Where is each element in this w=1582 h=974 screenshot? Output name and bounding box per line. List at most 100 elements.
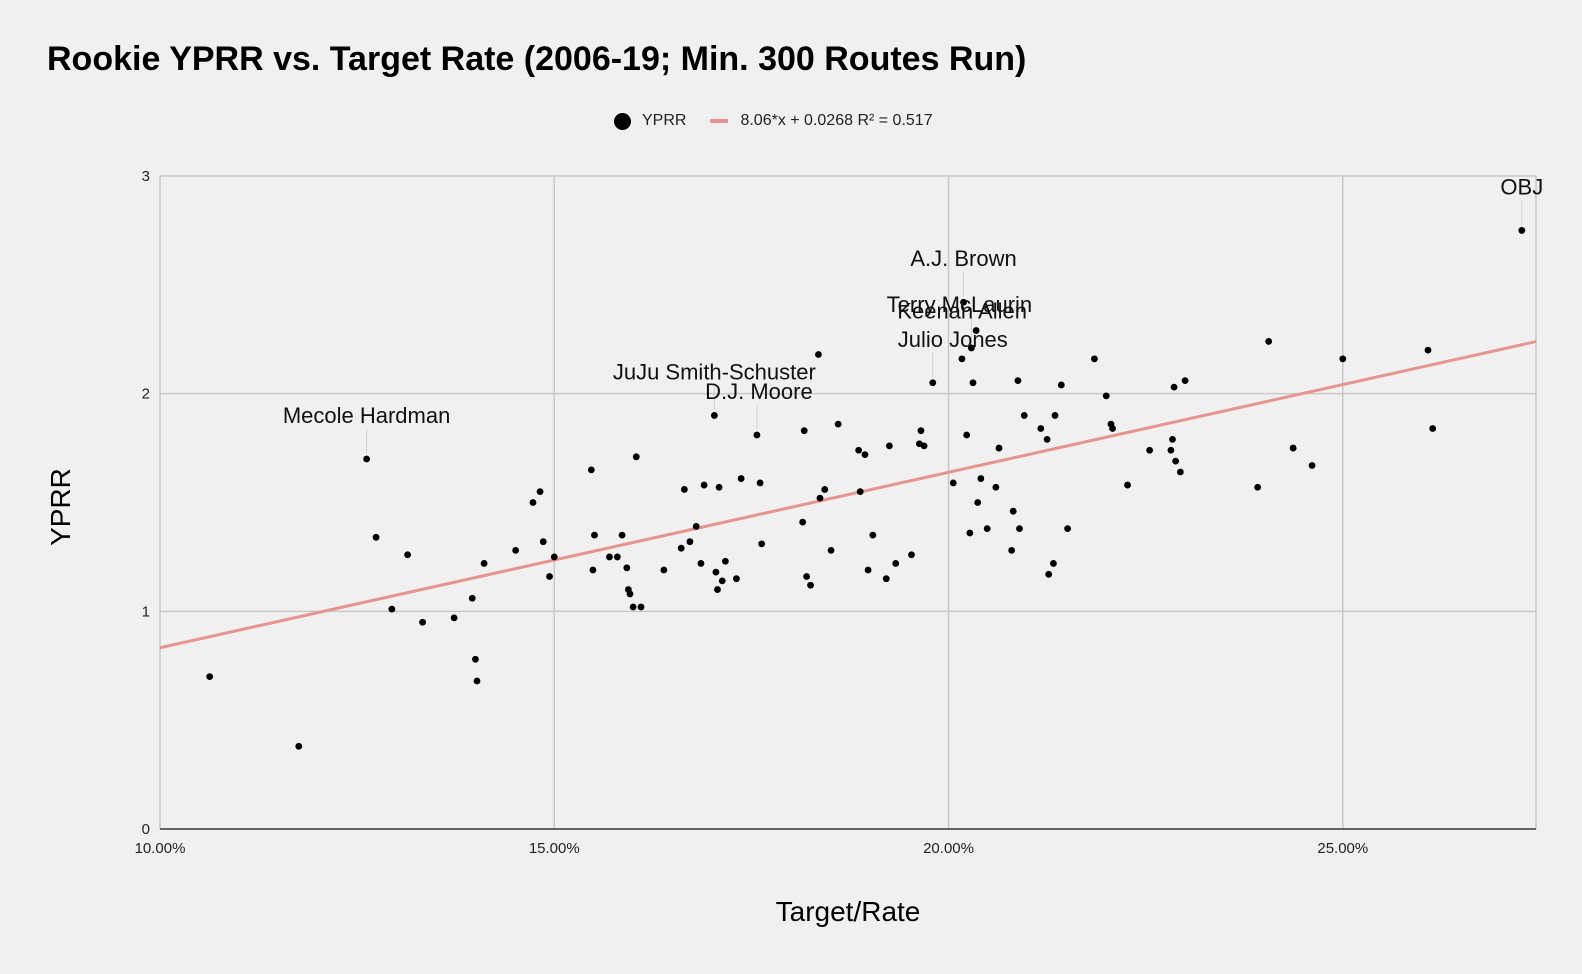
data-point	[920, 442, 928, 450]
annotation-label: Mecole Hardman	[283, 403, 451, 428]
annotation-label: Terry McLaurin	[887, 292, 1032, 317]
data-point	[606, 553, 613, 561]
data-point	[758, 540, 766, 548]
data-point	[882, 575, 890, 583]
data-point	[550, 553, 558, 561]
data-point	[949, 479, 957, 487]
data-point	[677, 544, 685, 552]
data-point	[995, 444, 1003, 452]
data-point	[419, 618, 426, 626]
data-point	[821, 486, 829, 493]
legend-item-trendline[interactable]: 8.06*x + 0.0268 R² = 0.517	[710, 112, 933, 130]
data-point	[206, 673, 214, 681]
chart-title: Rookie YPRR vs. Target Rate (2006-19; Mi…	[47, 40, 1027, 78]
data-point	[536, 488, 544, 496]
data-point	[1045, 570, 1053, 578]
data-point	[1043, 435, 1051, 443]
y-tick-label: 0	[142, 821, 150, 838]
data-point	[1176, 468, 1184, 476]
data-point	[660, 566, 668, 574]
y-axis-label: YPRR	[45, 468, 76, 546]
data-point	[1109, 425, 1116, 432]
data-point	[983, 525, 991, 533]
annotation-label: D.J. Moore	[705, 379, 813, 404]
data-point	[587, 466, 595, 474]
data-point	[680, 486, 688, 493]
data-point	[960, 298, 967, 306]
data-point	[1146, 446, 1154, 454]
data-point	[623, 564, 631, 572]
data-point	[834, 420, 842, 428]
data-point	[589, 566, 597, 574]
data-point	[1008, 546, 1016, 554]
data-point	[714, 586, 721, 593]
data-point	[613, 553, 621, 561]
data-point	[737, 475, 745, 482]
gridlines	[159, 175, 1537, 829]
data-point	[529, 499, 537, 506]
data-point	[1308, 462, 1316, 469]
data-point	[958, 355, 966, 363]
data-point	[815, 351, 822, 358]
data-point	[1265, 338, 1273, 345]
y-tick-label: 3	[142, 168, 150, 185]
data-point	[908, 551, 915, 559]
data-point	[388, 605, 396, 613]
data-point	[692, 523, 700, 530]
data-point	[1254, 483, 1262, 491]
data-point	[1424, 346, 1432, 354]
data-points	[206, 227, 1526, 750]
data-point	[618, 531, 626, 539]
data-point	[697, 560, 705, 567]
data-point	[295, 742, 303, 750]
data-point	[450, 614, 458, 622]
x-tick-label: 10.00%	[135, 840, 186, 857]
data-point	[969, 379, 977, 387]
data-point	[892, 560, 900, 567]
data-point	[885, 442, 893, 450]
data-point	[363, 455, 370, 463]
data-point	[864, 566, 872, 574]
data-point	[968, 344, 975, 352]
data-point	[1016, 525, 1023, 533]
annotation-leaders	[366, 200, 1523, 453]
data-point	[1020, 412, 1028, 419]
data-point	[473, 677, 481, 685]
data-point	[1057, 381, 1065, 389]
data-point	[468, 594, 476, 602]
axes: 0 1 2 3 10.00% 15.00% 20.00% 25.00%	[135, 168, 1536, 857]
data-point	[1009, 507, 1017, 515]
data-point	[546, 573, 553, 580]
data-point	[480, 560, 488, 567]
data-point	[1014, 377, 1022, 385]
data-point	[869, 531, 877, 539]
data-point	[1050, 560, 1057, 567]
legend-item-yprr[interactable]: YPRR	[614, 112, 686, 130]
annotation-label: OBJ	[1500, 174, 1543, 199]
data-point	[856, 488, 864, 496]
data-point	[372, 533, 380, 541]
data-point	[929, 379, 937, 387]
data-point	[1169, 435, 1176, 443]
data-point	[733, 575, 740, 583]
data-point	[972, 327, 980, 334]
data-point	[855, 446, 863, 454]
legend: YPRR 8.06*x + 0.0268 R² = 0.517	[614, 112, 957, 130]
data-point	[1339, 355, 1347, 363]
data-point	[1181, 377, 1189, 385]
trendline	[159, 340, 1537, 650]
data-point	[1172, 457, 1180, 465]
x-tick-label: 20.00%	[923, 840, 974, 857]
data-point	[721, 557, 729, 565]
data-point	[637, 603, 645, 611]
legend-label-trendline: 8.06*x + 0.0268 R² = 0.517	[740, 112, 933, 129]
data-point	[710, 412, 718, 419]
data-point	[966, 529, 974, 537]
data-point	[1429, 425, 1437, 432]
data-point	[807, 581, 814, 589]
x-axis-label: Target/Rate	[775, 896, 921, 927]
data-point	[827, 546, 835, 554]
data-point	[799, 518, 807, 526]
data-point	[803, 573, 811, 580]
